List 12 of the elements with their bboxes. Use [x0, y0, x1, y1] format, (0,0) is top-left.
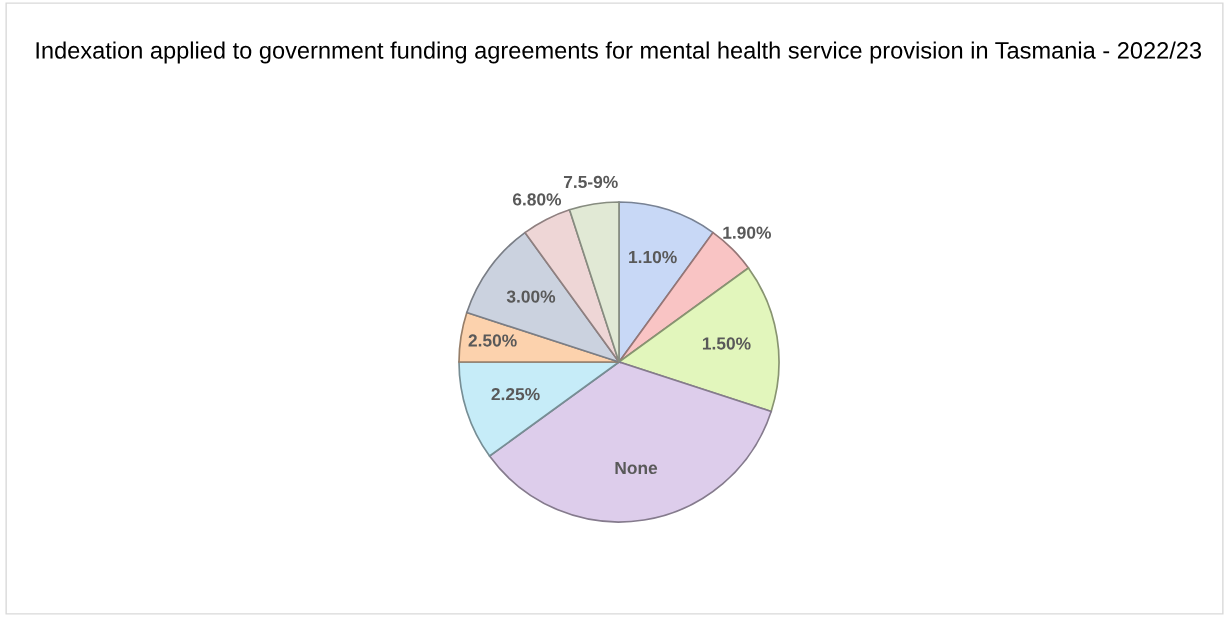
- slice-label: 2.50%: [468, 334, 517, 347]
- pie-slice: [618, 267, 780, 413]
- slice-label: 3.00%: [506, 290, 556, 303]
- slice-label: 1.10%: [629, 250, 677, 264]
- slice-label: 1.50%: [702, 337, 751, 350]
- slice-label: 2.25%: [491, 387, 540, 401]
- slice-label: 6.80%: [512, 193, 562, 206]
- pie-slice: [458, 361, 620, 457]
- slice-label: 7.5-9%: [563, 175, 618, 189]
- slice-label: 1.90%: [723, 226, 771, 239]
- chart-title: Indexation applied to government funding agreements for mental health service provision in Tasmania - 2022/23: [36, 41, 1202, 64]
- slice-label: None: [615, 462, 658, 475]
